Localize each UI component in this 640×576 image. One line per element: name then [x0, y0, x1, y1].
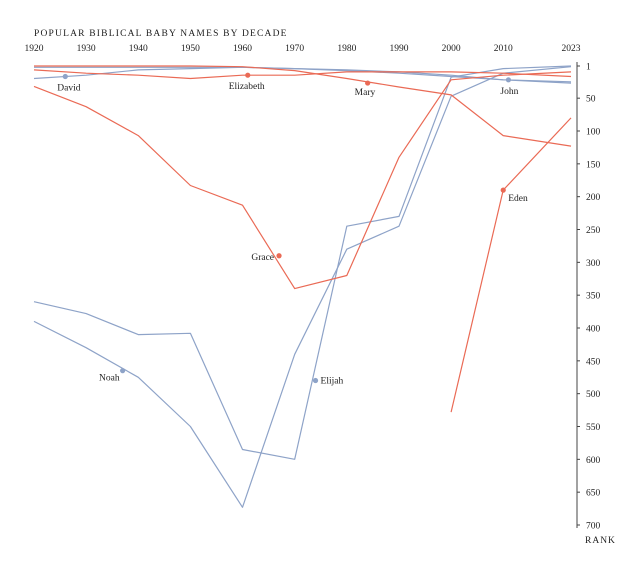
series-label-elijah: Elijah: [321, 377, 344, 387]
y-tick-label: 350: [586, 292, 601, 302]
series-marker-grace: [276, 253, 282, 259]
x-tick-label: 1940: [129, 44, 148, 54]
y-tick-label: 650: [586, 489, 601, 499]
y-tick-label: 400: [586, 325, 601, 335]
series-line-eden: [450, 117, 572, 413]
series-line-elijah: [33, 65, 572, 460]
x-tick-label: 2023: [562, 44, 581, 54]
y-tick-label: 700: [586, 522, 601, 532]
x-tick-label: 2000: [442, 44, 461, 54]
series-line-grace: [33, 71, 572, 290]
y-tick-label: 100: [586, 128, 601, 138]
series-label-elizabeth: Elizabeth: [229, 82, 265, 92]
y-tick-label: 50: [586, 95, 596, 105]
series-line-john: [34, 66, 572, 84]
series-line-noah: [33, 66, 572, 508]
y-tick-label: 250: [586, 226, 601, 236]
x-tick-label: 1930: [77, 44, 96, 54]
y-tick-label: 300: [586, 259, 601, 269]
y-tick-label: 500: [586, 390, 601, 400]
series-marker-mary: [365, 80, 371, 86]
series-marker-noah: [120, 368, 126, 374]
series-marker-david: [62, 73, 68, 80]
series-line-elizabeth: [33, 69, 572, 80]
series-marker-eden: [500, 187, 506, 193]
series-marker-john: [505, 77, 512, 83]
chart-title: POPULAR BIBLICAL BABY NAMES BY DECADE: [34, 29, 288, 39]
series-label-eden: Eden: [508, 194, 528, 204]
x-tick-label: 1990: [389, 44, 408, 54]
y-axis: 1501001502002503003504004505005506006507…: [576, 62, 601, 532]
x-tick-label: 1960: [233, 44, 252, 54]
x-tick-label: 1950: [181, 44, 200, 54]
series-label-mary: Mary: [355, 88, 376, 98]
series-line-mary: [34, 65, 572, 147]
y-tick-label: 150: [586, 160, 601, 170]
y-tick-label: 200: [586, 193, 601, 203]
y-axis-label: RANK: [585, 536, 616, 546]
series-label-david: David: [57, 84, 80, 94]
y-tick-label: 600: [586, 456, 601, 466]
x-axis-ticks: 1920 1930 1940 1950 1960 1970 1980 1990 2000 2010…: [25, 44, 581, 54]
y-tick-label: 450: [586, 357, 601, 367]
y-tick-label: 550: [586, 423, 601, 433]
x-tick-label: 1980: [337, 44, 356, 54]
series-layer: David John Noah Elijah Elizabeth Mary Grace Ede…: [33, 65, 572, 508]
x-tick-label: 2010: [494, 44, 513, 54]
series-label-john: John: [500, 87, 518, 97]
x-tick-label: 1920: [25, 44, 44, 54]
y-tick-label: 1: [586, 63, 591, 73]
series-label-grace: Grace: [251, 253, 274, 263]
series-label-noah: Noah: [99, 374, 120, 384]
series-marker-elijah: [312, 377, 319, 384]
series-marker-elizabeth: [245, 72, 251, 78]
x-tick-label: 1970: [285, 44, 304, 54]
